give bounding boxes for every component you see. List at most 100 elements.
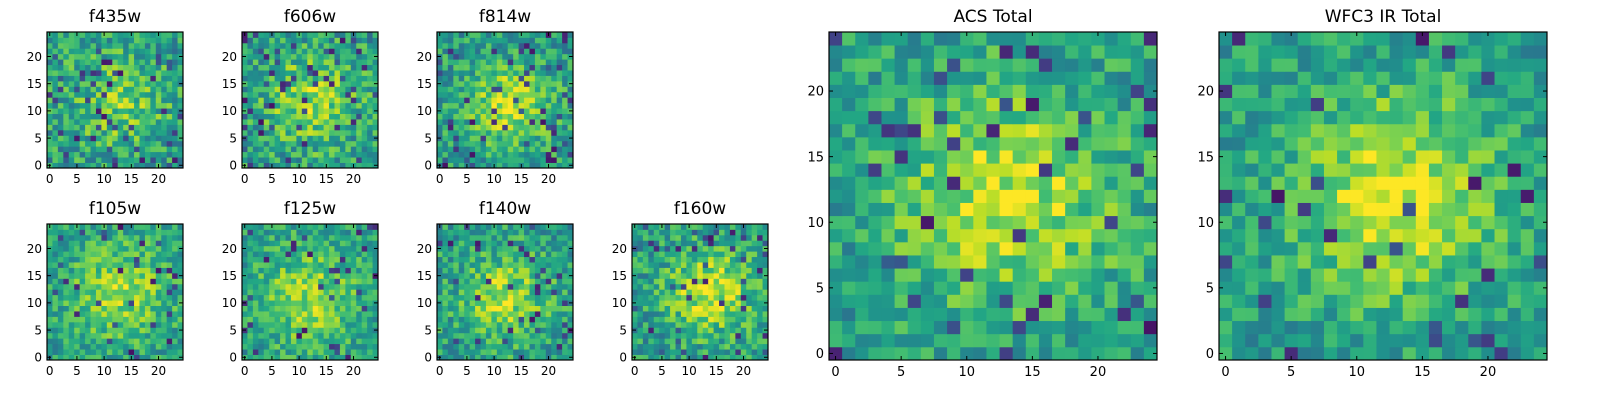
heatmap-cell xyxy=(134,108,140,114)
heatmap-cell xyxy=(318,251,324,258)
heatmap-cell xyxy=(518,289,525,296)
heatmap-cell xyxy=(534,80,541,87)
heatmap-cell xyxy=(719,234,725,241)
heatmap-cell xyxy=(269,91,276,98)
heatmap-cell xyxy=(529,129,536,136)
heatmap-cell xyxy=(290,338,297,345)
heatmap-cell xyxy=(90,146,97,153)
y-tick-label: 20 xyxy=(222,50,237,64)
heatmap-cell xyxy=(702,294,709,301)
heatmap-cell xyxy=(90,349,97,355)
heatmap-cell xyxy=(691,229,698,236)
heatmap-cell xyxy=(502,289,509,296)
heatmap-cell xyxy=(318,59,324,66)
heatmap-cell xyxy=(247,294,254,301)
heatmap-cell xyxy=(172,32,178,38)
heatmap-cell xyxy=(447,251,454,258)
heatmap-cell xyxy=(63,140,70,147)
heatmap-cell xyxy=(868,333,882,348)
heatmap-cell xyxy=(312,267,319,274)
heatmap-cell xyxy=(101,113,108,120)
heatmap-cell xyxy=(529,272,536,279)
heatmap-cell xyxy=(524,294,530,301)
heatmap-cell xyxy=(986,189,1000,203)
heatmap-cell xyxy=(356,272,363,279)
heatmap-cell xyxy=(762,343,769,350)
heatmap-cell xyxy=(323,91,330,98)
heatmap-cell xyxy=(177,294,184,301)
heatmap-cell xyxy=(52,32,59,38)
heatmap-cell xyxy=(920,241,935,256)
heatmap-cell xyxy=(150,251,157,258)
heatmap-cell xyxy=(1025,346,1040,361)
heatmap-cell xyxy=(881,294,895,308)
heatmap-cell xyxy=(177,119,184,125)
heatmap-cell xyxy=(562,311,568,317)
heatmap-cell xyxy=(101,64,108,71)
heatmap-cell xyxy=(372,256,379,263)
heatmap-cell xyxy=(323,64,330,71)
heatmap-cell xyxy=(177,140,184,147)
heatmap-cell xyxy=(52,272,59,279)
heatmap-cell xyxy=(166,151,173,158)
heatmap-cell xyxy=(632,251,638,258)
heatmap-cell xyxy=(339,272,346,279)
heatmap-cell xyxy=(269,102,276,109)
heatmap-cell xyxy=(1052,189,1066,203)
heatmap-cell xyxy=(128,37,135,44)
heatmap-cell xyxy=(496,321,503,328)
heatmap-cell xyxy=(47,70,53,76)
heatmap-cell xyxy=(469,278,476,285)
heatmap-cell xyxy=(637,278,644,285)
heatmap-cell xyxy=(534,354,541,361)
heatmap-cell xyxy=(318,162,324,169)
heatmap-cell xyxy=(95,327,102,334)
heatmap-cell xyxy=(68,262,75,268)
heatmap-cell xyxy=(442,146,449,153)
heatmap-cell xyxy=(524,240,530,247)
heatmap-cell xyxy=(524,234,530,241)
heatmap-cell xyxy=(85,305,91,312)
heatmap-cell xyxy=(85,327,91,334)
heatmap-cell xyxy=(263,151,270,158)
heatmap-cell xyxy=(269,349,276,355)
heatmap-cell xyxy=(719,256,725,263)
heatmap-cell xyxy=(757,262,763,268)
heatmap-cell xyxy=(729,283,736,290)
heatmap-cell xyxy=(361,146,368,153)
heatmap-cell xyxy=(323,53,330,60)
heatmap-cell xyxy=(329,338,335,345)
heatmap-cell xyxy=(920,176,935,190)
heatmap-cell xyxy=(518,343,525,350)
heatmap-cell xyxy=(106,311,113,317)
heatmap-cell xyxy=(123,305,129,312)
heatmap-cell xyxy=(447,234,454,241)
heatmap-cell xyxy=(632,256,638,263)
heatmap-cell xyxy=(697,305,704,312)
heatmap-cell xyxy=(458,70,465,76)
heatmap-cell xyxy=(453,327,460,334)
heatmap-cell xyxy=(729,289,736,296)
heatmap-cell xyxy=(556,135,563,142)
heatmap-cell xyxy=(475,278,481,285)
heatmap-cell xyxy=(442,272,449,279)
heatmap-cell xyxy=(464,59,471,66)
heatmap-cell xyxy=(101,349,108,355)
heatmap-cell xyxy=(166,48,173,55)
heatmap-cell xyxy=(491,327,498,334)
heatmap-cell xyxy=(540,338,547,345)
heatmap-cell xyxy=(960,294,974,308)
heatmap-cell xyxy=(757,316,763,323)
heatmap-cell xyxy=(177,338,184,345)
heatmap-cell xyxy=(757,294,763,301)
heatmap-cell xyxy=(691,267,698,274)
heatmap-cell xyxy=(751,321,758,328)
heatmap-cell xyxy=(920,189,935,203)
heatmap-cell xyxy=(447,327,454,334)
heatmap-cell xyxy=(708,349,714,355)
x-tick-label: 5 xyxy=(268,172,276,186)
heatmap-cell xyxy=(263,48,270,55)
heatmap-cell xyxy=(68,86,75,93)
heatmap-cell xyxy=(101,327,108,334)
heatmap-cell xyxy=(117,240,124,247)
